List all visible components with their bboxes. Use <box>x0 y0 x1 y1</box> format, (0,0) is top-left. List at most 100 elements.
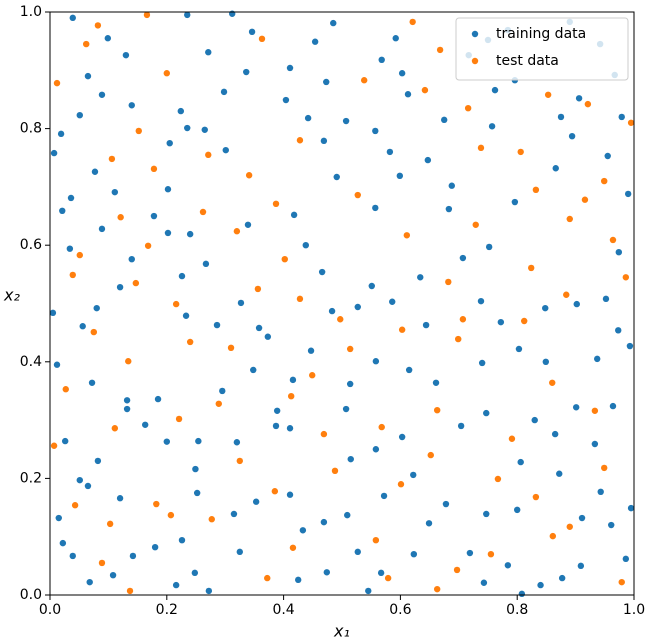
point <box>372 127 379 135</box>
point <box>237 299 245 307</box>
point <box>59 539 67 547</box>
point <box>609 236 617 244</box>
point <box>286 425 294 432</box>
point <box>219 387 226 395</box>
point <box>331 467 339 475</box>
point <box>323 78 330 86</box>
point <box>111 425 119 432</box>
point <box>441 116 448 124</box>
point <box>264 574 271 582</box>
point <box>346 345 354 353</box>
point <box>608 521 615 529</box>
point <box>556 470 563 477</box>
point <box>272 422 280 430</box>
point <box>517 458 524 466</box>
point <box>79 323 86 330</box>
point <box>594 355 601 363</box>
point <box>258 35 266 43</box>
point <box>591 440 599 448</box>
point <box>271 488 279 495</box>
point <box>94 22 102 29</box>
point <box>491 86 499 94</box>
point <box>320 518 328 526</box>
point <box>116 495 124 502</box>
point <box>128 255 135 263</box>
point <box>563 291 570 298</box>
point <box>477 297 485 305</box>
point <box>372 204 379 212</box>
point <box>186 338 194 346</box>
point <box>615 327 622 334</box>
point <box>307 347 315 354</box>
point <box>627 504 635 512</box>
point <box>295 576 302 584</box>
point <box>531 416 538 424</box>
point <box>93 304 100 312</box>
point <box>480 579 488 586</box>
point <box>290 211 298 219</box>
point <box>83 40 90 48</box>
point <box>215 400 222 407</box>
point <box>615 248 623 256</box>
point <box>236 548 243 556</box>
point <box>49 309 57 317</box>
point <box>445 278 452 286</box>
point <box>98 91 106 98</box>
point <box>528 264 535 272</box>
point <box>604 152 611 160</box>
point <box>568 132 576 140</box>
point <box>53 79 61 87</box>
point <box>397 481 405 488</box>
point <box>199 208 207 216</box>
point <box>384 574 392 582</box>
point <box>472 221 479 228</box>
point <box>464 104 472 112</box>
point <box>398 433 406 441</box>
point <box>347 455 354 463</box>
point <box>511 198 519 206</box>
point <box>330 19 337 27</box>
point <box>153 500 160 508</box>
point <box>372 358 380 365</box>
point <box>111 188 119 196</box>
point <box>557 113 565 121</box>
point <box>597 488 604 496</box>
point <box>90 328 98 336</box>
point <box>141 421 149 428</box>
point <box>302 242 309 249</box>
point <box>144 242 152 249</box>
point <box>333 173 340 181</box>
y-tick-label: 0.8 <box>20 121 42 137</box>
point <box>354 548 361 556</box>
point <box>323 569 331 576</box>
point <box>195 437 202 445</box>
point <box>344 511 351 519</box>
point <box>552 165 559 172</box>
point <box>558 574 566 582</box>
point <box>220 88 228 96</box>
point <box>337 316 344 323</box>
y-axis-label: x₂ <box>3 286 20 305</box>
point <box>151 543 159 551</box>
point <box>193 489 201 497</box>
point <box>485 243 493 251</box>
point <box>123 405 131 413</box>
point <box>377 569 385 577</box>
point <box>166 139 173 147</box>
point <box>584 100 592 108</box>
point <box>167 511 175 519</box>
point <box>94 457 102 465</box>
point <box>86 578 93 586</box>
point <box>320 137 328 145</box>
point <box>50 149 58 157</box>
point <box>287 392 295 400</box>
point <box>62 386 69 393</box>
point <box>50 442 58 449</box>
point <box>405 366 413 374</box>
point <box>427 451 434 459</box>
point <box>346 380 354 388</box>
point <box>360 77 368 84</box>
point <box>132 279 140 287</box>
point <box>178 272 186 280</box>
